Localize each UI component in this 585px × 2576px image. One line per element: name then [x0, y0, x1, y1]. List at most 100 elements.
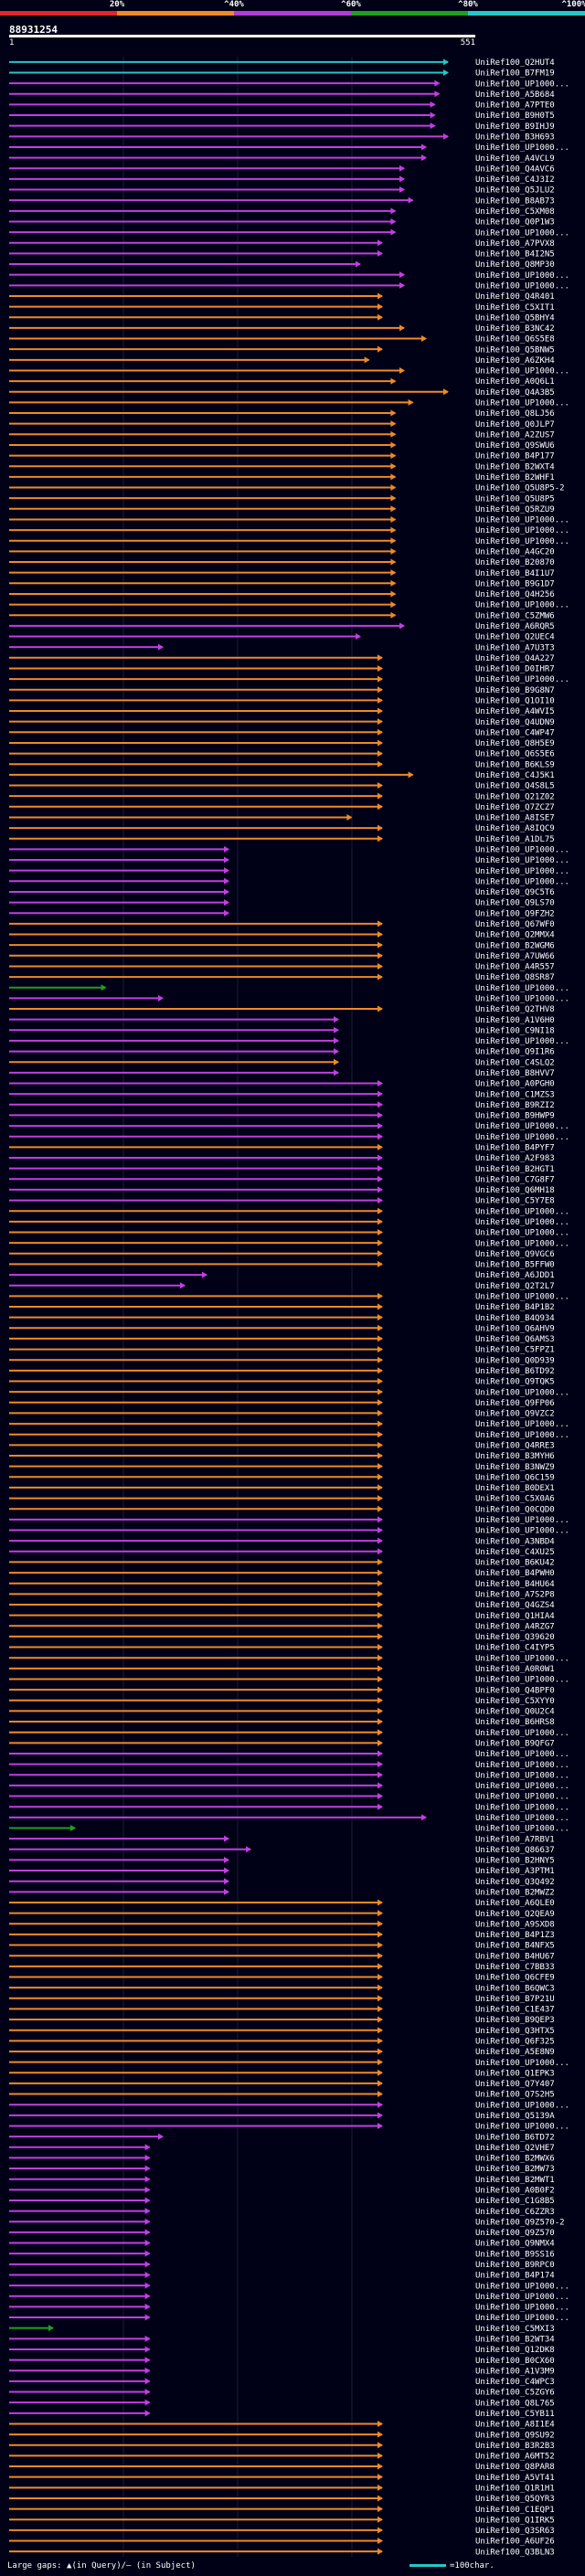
hit-label[interactable]: UniRef100_Q2UEC4	[475, 633, 555, 642]
hit-label[interactable]: UniRef100_Q1OI10	[475, 697, 555, 706]
hit-row[interactable]: UniRef100_Q4R401	[9, 292, 555, 302]
hit-label[interactable]: UniRef100_C4SLQ2	[475, 1058, 555, 1067]
hit-label[interactable]: UniRef100_C5ZGY6	[475, 2389, 555, 2398]
hit-label[interactable]: UniRef100_C1G8B5	[475, 2197, 555, 2206]
hit-row[interactable]: UniRef100_A4R557	[9, 963, 555, 972]
hit-label[interactable]: UniRef100_UP1000...	[475, 367, 569, 376]
hit-label[interactable]: UniRef100_A1V6H0	[475, 1016, 555, 1025]
hit-row[interactable]: UniRef100_A0Q6L1	[9, 377, 555, 387]
hit-row[interactable]: UniRef100_B6QWC3	[9, 1984, 555, 1993]
hit-label[interactable]: UniRef100_Q5QYR3	[475, 2495, 555, 2504]
hit-row[interactable]: UniRef100_UP1000...	[9, 675, 569, 684]
hit-row[interactable]: UniRef100_B6TD72	[9, 2133, 555, 2142]
hit-label[interactable]: UniRef100_C1EQP1	[475, 2506, 555, 2515]
hit-label[interactable]: UniRef100_Q1EPK3	[475, 2069, 555, 2078]
hit-row[interactable]: UniRef100_Q4GZS4	[9, 1601, 555, 1610]
hit-row[interactable]: UniRef100_C5Y7E8	[9, 1197, 555, 1206]
hit-label[interactable]: UniRef100_UP1000...	[475, 1729, 569, 1738]
hit-label[interactable]: UniRef100_UP1000...	[475, 601, 569, 610]
hit-row[interactable]: UniRef100_B9HWP9	[9, 1112, 555, 1121]
hit-row[interactable]: UniRef100_A6MT52	[9, 2453, 555, 2462]
hit-row[interactable]: UniRef100_Q0CQD0	[9, 1505, 555, 1514]
hit-label[interactable]: UniRef100_UP1000...	[475, 1207, 569, 1216]
hit-label[interactable]: UniRef100_UP1000...	[475, 2059, 569, 2068]
hit-label[interactable]: UniRef100_Q6S5E6	[475, 750, 555, 759]
hit-row[interactable]: UniRef100_B7P21U	[9, 1995, 555, 2004]
hit-row[interactable]: UniRef100_UP1000...	[9, 516, 569, 525]
hit-label[interactable]: UniRef100_Q8H5E9	[475, 739, 555, 748]
hit-row[interactable]: UniRef100_B4P1B2	[9, 1303, 555, 1312]
hit-row[interactable]: UniRef100_UP1000...	[9, 1803, 569, 1812]
hit-label[interactable]: UniRef100_Q2T2L7	[475, 1282, 555, 1291]
hit-row[interactable]: UniRef100_UP1000...	[9, 2314, 569, 2323]
hit-row[interactable]: UniRef100_Q6S5E6	[9, 750, 555, 759]
hit-label[interactable]: UniRef100_B9SS16	[475, 2250, 555, 2259]
hit-row[interactable]: UniRef100_A7UW66	[9, 952, 555, 961]
hit-label[interactable]: UniRef100_A2ZUS7	[475, 430, 555, 440]
hit-label[interactable]: UniRef100_Q6AMS3	[475, 1335, 555, 1344]
hit-label[interactable]: UniRef100_Q0JLP7	[475, 420, 555, 429]
hit-row[interactable]: UniRef100_C5ZGY6	[9, 2389, 555, 2398]
hit-label[interactable]: UniRef100_C4J3I2	[475, 175, 555, 185]
hit-row[interactable]: UniRef100_Q7S2H5	[9, 2091, 555, 2100]
hit-label[interactable]: UniRef100_B4P174	[475, 2272, 555, 2281]
hit-label[interactable]: UniRef100_B9G8N7	[475, 686, 555, 695]
hit-row[interactable]: UniRef100_B4HU64	[9, 1580, 555, 1589]
hit-label[interactable]: UniRef100_UP1000...	[475, 1239, 569, 1248]
hit-label[interactable]: UniRef100_Q3HTX5	[475, 2027, 555, 2036]
hit-row[interactable]: UniRef100_UP1000...	[9, 2293, 569, 2302]
hit-row[interactable]: UniRef100_Q5BNW5	[9, 345, 555, 355]
hit-row[interactable]: UniRef100_B3H693	[9, 133, 555, 142]
hit-row[interactable]: UniRef100_B5FFW0	[9, 1261, 555, 1270]
hit-row[interactable]: UniRef100_Q6C159	[9, 1473, 555, 1482]
hit-label[interactable]: UniRef100_C5X0A6	[475, 1495, 555, 1504]
hit-row[interactable]: UniRef100_A8IQC9	[9, 824, 555, 833]
hit-label[interactable]: UniRef100_UP1000...	[475, 1218, 569, 1227]
hit-row[interactable]: UniRef100_UP1000...	[9, 1420, 569, 1429]
hit-row[interactable]: UniRef100_B4HU67	[9, 1952, 555, 1961]
hit-label[interactable]: UniRef100_A4GC20	[475, 548, 555, 557]
hit-row[interactable]: UniRef100_Q2THV8	[9, 1005, 555, 1014]
hit-label[interactable]: UniRef100_C1E437	[475, 2006, 555, 2015]
hit-row[interactable]: UniRef100_Q4H256	[9, 590, 555, 599]
hit-row[interactable]: UniRef100_B2MW73	[9, 2165, 555, 2174]
hit-label[interactable]: UniRef100_UP1000...	[475, 1761, 569, 1770]
hit-label[interactable]: UniRef100_UP1000...	[475, 1293, 569, 1302]
hit-row[interactable]: UniRef100_A7U3T3	[9, 643, 555, 652]
hit-label[interactable]: UniRef100_B4Q934	[475, 1314, 555, 1323]
hit-label[interactable]: UniRef100_B6TD72	[475, 2133, 555, 2142]
hit-label[interactable]: UniRef100_Q4BPF0	[475, 1686, 555, 1695]
hit-row[interactable]: UniRef100_A7PVX8	[9, 239, 555, 249]
hit-label[interactable]: UniRef100_A0R0W1	[475, 1665, 555, 1674]
hit-row[interactable]: UniRef100_UP1000...	[9, 1293, 569, 1302]
hit-row[interactable]: UniRef100_B4PYF7	[9, 1144, 555, 1153]
hit-row[interactable]: UniRef100_Q2VHE7	[9, 2144, 555, 2153]
hit-row[interactable]: UniRef100_Q5U8P5	[9, 494, 555, 504]
hit-row[interactable]: UniRef100_UP1000...	[9, 2101, 569, 2110]
hit-row[interactable]: UniRef100_UP1000...	[9, 1122, 569, 1131]
hit-label[interactable]: UniRef100_UP1000...	[475, 1750, 569, 1759]
hit-label[interactable]: UniRef100_C4XU25	[475, 1548, 555, 1557]
hit-label[interactable]: UniRef100_B2WT34	[475, 2335, 555, 2344]
hit-label[interactable]: UniRef100_UP1000...	[475, 1527, 569, 1536]
hit-row[interactable]: UniRef100_C9NI18	[9, 1026, 555, 1035]
hit-label[interactable]: UniRef100_UP1000...	[475, 2304, 569, 2313]
hit-label[interactable]: UniRef100_A4VCL9	[475, 154, 555, 164]
hit-row[interactable]: UniRef100_B2MWX6	[9, 2155, 555, 2164]
hit-row[interactable]: UniRef100_UP1000...	[9, 984, 569, 993]
hit-label[interactable]: UniRef100_Q9C5T6	[475, 888, 555, 897]
hit-label[interactable]: UniRef100_UP1000...	[475, 80, 569, 89]
hit-label[interactable]: UniRef100_Q8LJ56	[475, 409, 555, 419]
hit-row[interactable]: UniRef100_A7RBV1	[9, 1835, 555, 1844]
hit-label[interactable]: UniRef100_B6KU42	[475, 1559, 555, 1568]
hit-row[interactable]: UniRef100_UP1000...	[9, 1761, 569, 1770]
hit-row[interactable]: UniRef100_Q1IRK5	[9, 2516, 555, 2525]
hit-row[interactable]: UniRef100_Q4BPF0	[9, 1686, 555, 1695]
hit-label[interactable]: UniRef100_Q7S2H5	[475, 2091, 555, 2100]
hit-row[interactable]: UniRef100_B8HVV7	[9, 1069, 555, 1078]
hit-label[interactable]: UniRef100_A6RQR5	[475, 622, 555, 631]
hit-label[interactable]: UniRef100_Q2VHE7	[475, 2144, 555, 2153]
hit-label[interactable]: UniRef100_Q86637	[475, 1846, 555, 1855]
hit-label[interactable]: UniRef100_A4R557	[475, 963, 555, 972]
hit-label[interactable]: UniRef100_UP1000...	[475, 984, 569, 993]
